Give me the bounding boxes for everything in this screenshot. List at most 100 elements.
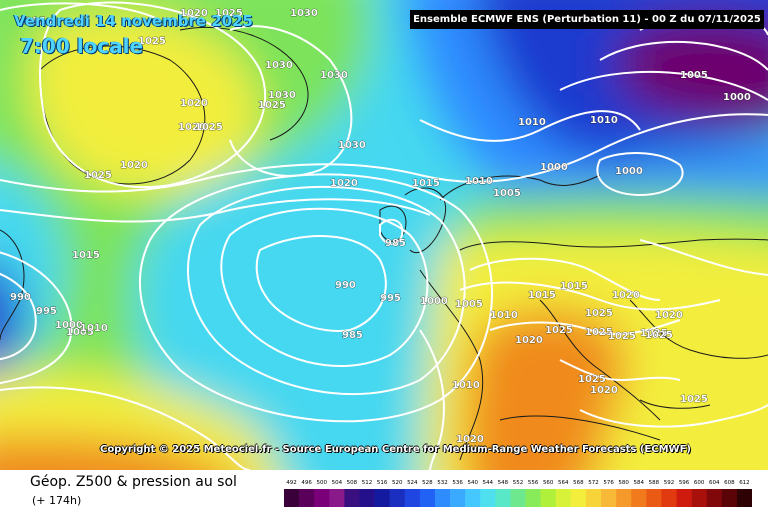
copyright-notice: Copyright © 2025 Meteociel.fr - Source E…	[100, 444, 691, 455]
isobar-label: 1025	[545, 325, 573, 336]
scale-swatch	[465, 489, 481, 507]
scale-tick-label: 580	[618, 480, 629, 486]
local-time: 7:00 locale	[20, 34, 144, 58]
scale-tick-label: 608	[724, 480, 735, 486]
isobar-label: 1005	[493, 188, 521, 199]
scale-swatch	[284, 489, 300, 507]
scale-tick-label: 600	[694, 480, 705, 486]
isobar-label: 1030	[338, 140, 366, 151]
scale-swatch	[736, 489, 752, 507]
scale-tick-label: 520	[392, 480, 403, 486]
isobar-label: 1015	[18, 16, 46, 27]
scale-swatch	[706, 489, 723, 507]
isobar-label: 1025	[585, 327, 613, 338]
isobar-label: 1000	[55, 320, 83, 331]
isobar-label: 1020	[655, 310, 683, 321]
scale-swatch	[646, 489, 662, 507]
scale-tick-label: 560	[543, 480, 554, 486]
isobar-label: 995	[36, 306, 57, 317]
isobar-label: 1000	[723, 92, 751, 103]
scale-swatch	[555, 489, 572, 507]
isobar-label: 1025	[215, 8, 243, 19]
scale-swatch	[691, 489, 708, 507]
isobar-label: 1000	[540, 162, 568, 173]
isobars	[0, 1, 768, 470]
isobar-label: 1005	[66, 327, 94, 338]
scale-tick-label: 584	[634, 480, 645, 486]
scale-swatch	[344, 489, 360, 507]
isobar-label: 1020	[612, 290, 640, 301]
isobar-label: 985	[342, 330, 363, 341]
scale-swatch	[434, 489, 451, 507]
isobar-label: 1025	[585, 308, 613, 319]
scale-tick-label: 504	[332, 480, 343, 486]
isobar-label: 1010	[80, 323, 108, 334]
scale-tick-label: 552	[513, 480, 524, 486]
color-scale: 492 496 500 504 508 512 516 520 524 528 532 536 540 5…	[284, 480, 752, 507]
scale-tick-label: 508	[347, 480, 358, 486]
forecast-date: Vendredi 14 novembre 2025	[14, 12, 253, 30]
scale-tick-label: 612	[739, 480, 750, 486]
isobar-label: 1025	[138, 36, 166, 47]
scale-tick-label: 568	[573, 480, 584, 486]
isobar-label: 1005	[455, 299, 483, 310]
isobar-label: 1010	[590, 115, 618, 126]
scale-swatch	[631, 489, 647, 507]
scale-tick-label: 528	[422, 480, 433, 486]
isobar-label: 1020	[590, 385, 618, 396]
scale-swatch	[314, 489, 330, 507]
isobar-label: 1020	[180, 8, 208, 19]
scale-tick-label: 512	[362, 480, 373, 486]
scale-swatch	[585, 489, 602, 507]
isobar-label: 1015	[412, 178, 440, 189]
isobar-label: 990	[10, 292, 31, 303]
isobar-label: 1020	[456, 434, 484, 445]
scale-swatch	[570, 489, 587, 507]
isobar-label: 1025	[195, 122, 223, 133]
scale-tick-label: 500	[316, 480, 327, 486]
isobar-label: 1030	[320, 70, 348, 81]
isobar-label: 1020	[180, 98, 208, 109]
scale-swatch	[329, 489, 345, 507]
isobar-label: 1010	[465, 176, 493, 187]
geopotential-field	[0, 0, 768, 470]
isobar-label: 1025	[258, 100, 286, 111]
scale-swatch	[450, 489, 466, 507]
scale-swatch	[510, 489, 526, 507]
isobar-label: 995	[380, 293, 401, 304]
scale-tick-label: 532	[437, 480, 448, 486]
isobar-label: 1025	[578, 374, 606, 385]
isobar-label: 1015	[72, 250, 100, 261]
scale-swatch	[495, 489, 511, 507]
scale-swatch	[359, 489, 375, 507]
scale-swatch	[525, 489, 541, 507]
scale-tick-label: 556	[528, 480, 539, 486]
scale-tick-label: 496	[301, 480, 312, 486]
scale-swatch	[540, 489, 557, 507]
isobar-label: 1000	[615, 166, 643, 177]
isobar-label: 1020	[178, 122, 206, 133]
scale-swatch	[389, 489, 406, 507]
isobar-label: 1030	[268, 90, 296, 101]
scale-tick-label: 492	[286, 480, 297, 486]
scale-swatch	[721, 489, 738, 507]
scale-tick-label: 572	[588, 480, 599, 486]
scale-swatch	[616, 489, 632, 507]
scale-tick-label: 536	[452, 480, 463, 486]
scale-tick-label: 544	[483, 480, 494, 486]
isobar-label: 985	[385, 238, 406, 249]
scale-tick-label: 604	[709, 480, 720, 486]
scale-tick-label: 524	[407, 480, 418, 486]
scale-tick-label: 540	[467, 480, 478, 486]
scale-tick-label: 516	[377, 480, 388, 486]
scale-tick-label: 596	[679, 480, 690, 486]
scale-tick-label: 588	[649, 480, 660, 486]
isobar-label: 1015	[560, 281, 588, 292]
scale-swatch	[480, 489, 496, 507]
scale-tick-label: 548	[498, 480, 509, 486]
isobar-label: 1000	[420, 296, 448, 307]
scale-swatch	[404, 489, 421, 507]
